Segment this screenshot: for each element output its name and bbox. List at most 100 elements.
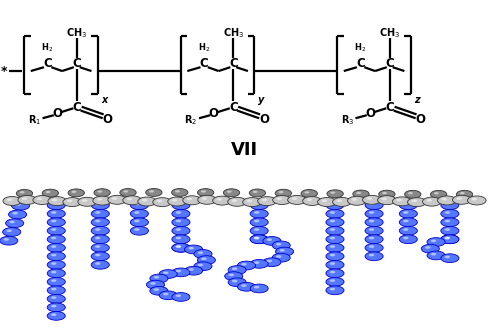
Circle shape xyxy=(329,279,334,282)
Circle shape xyxy=(9,221,15,223)
Circle shape xyxy=(366,197,371,200)
Circle shape xyxy=(95,211,100,214)
Circle shape xyxy=(392,197,410,206)
Circle shape xyxy=(440,254,458,262)
Circle shape xyxy=(51,254,56,257)
Circle shape xyxy=(402,203,407,205)
Circle shape xyxy=(378,190,394,198)
Circle shape xyxy=(184,266,203,275)
Circle shape xyxy=(444,237,449,239)
Circle shape xyxy=(402,237,407,239)
Circle shape xyxy=(159,291,177,300)
Circle shape xyxy=(47,210,65,218)
Circle shape xyxy=(444,228,449,231)
Circle shape xyxy=(138,197,156,206)
Circle shape xyxy=(197,264,203,266)
Circle shape xyxy=(459,192,464,194)
Circle shape xyxy=(152,198,171,207)
Text: H$_2$: H$_2$ xyxy=(197,42,210,54)
Circle shape xyxy=(172,218,190,227)
Text: y: y xyxy=(257,95,264,105)
Circle shape xyxy=(368,220,373,222)
Text: C: C xyxy=(228,57,237,70)
Circle shape xyxy=(47,243,65,252)
Circle shape xyxy=(249,226,267,235)
Circle shape xyxy=(253,237,259,239)
Circle shape xyxy=(325,286,344,295)
Circle shape xyxy=(455,190,472,198)
Circle shape xyxy=(444,237,449,239)
Circle shape xyxy=(91,201,109,210)
Circle shape xyxy=(332,197,350,207)
Circle shape xyxy=(441,198,446,201)
Circle shape xyxy=(7,198,12,201)
Circle shape xyxy=(356,192,361,194)
Circle shape xyxy=(171,199,177,202)
Circle shape xyxy=(440,218,458,227)
Circle shape xyxy=(22,197,27,200)
Circle shape xyxy=(47,252,65,261)
Circle shape xyxy=(426,251,444,260)
Circle shape xyxy=(188,247,193,250)
Text: O: O xyxy=(102,113,112,126)
Circle shape xyxy=(184,245,203,254)
Circle shape xyxy=(150,282,155,285)
Circle shape xyxy=(249,260,267,268)
Circle shape xyxy=(3,238,9,241)
Circle shape xyxy=(51,211,56,214)
Circle shape xyxy=(430,253,435,256)
Circle shape xyxy=(47,303,65,312)
Circle shape xyxy=(242,198,261,207)
Circle shape xyxy=(15,203,20,206)
Circle shape xyxy=(249,189,265,197)
Text: H$_2$: H$_2$ xyxy=(41,42,54,54)
Circle shape xyxy=(231,280,237,282)
Circle shape xyxy=(272,253,290,262)
Circle shape xyxy=(71,191,76,193)
Circle shape xyxy=(440,226,458,235)
Circle shape xyxy=(47,295,65,303)
Circle shape xyxy=(94,189,110,197)
Text: C: C xyxy=(385,101,393,114)
Circle shape xyxy=(276,197,282,200)
Circle shape xyxy=(95,237,100,239)
Circle shape xyxy=(120,189,136,197)
Circle shape xyxy=(95,245,100,248)
Text: C: C xyxy=(385,57,393,70)
Text: O: O xyxy=(52,107,62,120)
Circle shape xyxy=(0,236,18,245)
Circle shape xyxy=(47,260,65,269)
Circle shape xyxy=(67,200,72,202)
Circle shape xyxy=(329,237,334,239)
Circle shape xyxy=(302,197,321,206)
Circle shape xyxy=(266,260,271,262)
Circle shape xyxy=(172,226,190,235)
Circle shape xyxy=(194,262,212,271)
Circle shape xyxy=(51,220,56,222)
Circle shape xyxy=(249,210,267,218)
Text: CH$_3$: CH$_3$ xyxy=(66,26,87,39)
Text: R$_3$: R$_3$ xyxy=(340,113,353,127)
Circle shape xyxy=(249,218,267,227)
Circle shape xyxy=(2,228,20,236)
Circle shape xyxy=(237,261,255,270)
Circle shape xyxy=(42,189,59,197)
Circle shape xyxy=(197,195,216,204)
Circle shape xyxy=(130,201,148,210)
Circle shape xyxy=(172,293,190,301)
Circle shape xyxy=(352,190,368,198)
Circle shape xyxy=(201,197,207,200)
Circle shape xyxy=(347,196,366,205)
Circle shape xyxy=(272,196,291,205)
Circle shape xyxy=(399,201,417,210)
Circle shape xyxy=(325,210,344,218)
Circle shape xyxy=(81,199,87,202)
Circle shape xyxy=(134,203,139,205)
Circle shape xyxy=(142,199,147,202)
Circle shape xyxy=(252,191,257,193)
Circle shape xyxy=(421,244,438,253)
Circle shape xyxy=(253,228,259,231)
Text: x: x xyxy=(101,95,107,105)
Circle shape xyxy=(440,210,458,218)
Circle shape xyxy=(444,203,449,205)
